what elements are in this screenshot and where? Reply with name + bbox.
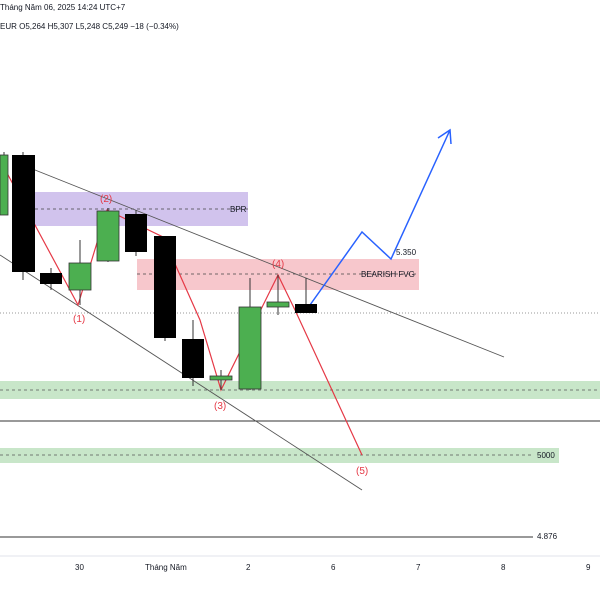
bearish-fvg-label: BEARISH FVG: [361, 270, 415, 279]
candle: [68, 262, 92, 291]
candle: [266, 301, 290, 308]
x-axis[interactable]: 30 Tháng Năm 2 6 7 8 9: [75, 563, 591, 572]
level-5000-label: 5000: [537, 451, 555, 460]
candle: [125, 214, 147, 252]
candle: [182, 339, 204, 378]
candle: [238, 306, 262, 390]
wave-label-1: (1): [73, 314, 85, 325]
candle: [154, 236, 176, 338]
x-tick-label: 7: [416, 563, 421, 572]
channel-upper-line[interactable]: [29, 167, 505, 358]
bpr-label: BPR: [230, 205, 247, 214]
bullish-projection-path[interactable]: [309, 129, 451, 306]
candle: [12, 155, 35, 272]
candle: [96, 210, 120, 262]
wave-label-3: (3): [214, 401, 226, 412]
arrow-head-icon: [437, 128, 452, 145]
chart-date-header: Tháng Năm 06, 2025 14:24 UTC+7: [0, 3, 126, 12]
x-tick-label: 8: [501, 563, 506, 572]
wave-label-2: (2): [100, 194, 112, 205]
x-tick-label: Tháng Năm: [145, 563, 187, 572]
wave-label-5: (5): [356, 466, 368, 477]
zones: [0, 192, 600, 463]
wave-label-4: (4): [272, 259, 284, 270]
channel-lower-line[interactable]: [0, 254, 363, 491]
level-4876-label: 4.876: [537, 532, 558, 541]
candle: [0, 154, 9, 216]
candle: [209, 375, 233, 381]
candle-current: [295, 304, 317, 313]
level-5350-label: 5.350: [396, 248, 417, 257]
x-tick-label: 30: [75, 563, 84, 572]
target-zone-5000: [0, 448, 559, 463]
candle: [40, 273, 62, 284]
candles: [0, 152, 317, 390]
ohlc-legend: EUR O5,264 H5,307 L5,248 C5,249 −18 (−0.…: [0, 22, 179, 31]
x-tick-label: 9: [586, 563, 591, 572]
x-tick-label: 6: [331, 563, 336, 572]
x-tick-label: 2: [246, 563, 251, 572]
